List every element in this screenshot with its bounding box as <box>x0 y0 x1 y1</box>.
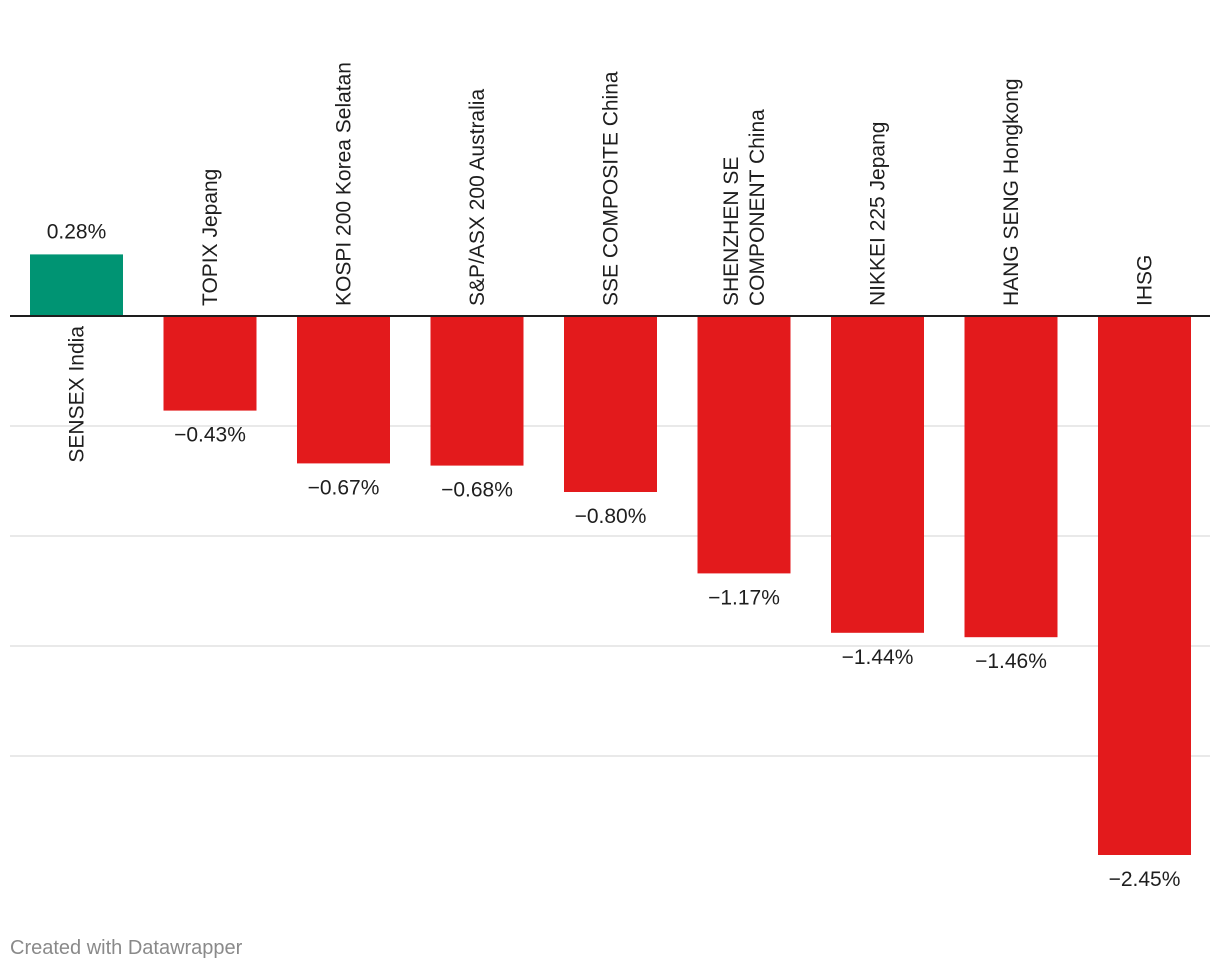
value-label: −0.80% <box>575 505 647 528</box>
bar <box>831 316 924 633</box>
bar <box>697 316 791 574</box>
labels: 0.28% SENSEX India −0.43% TOPIX Jepang −0.67… <box>47 62 1181 891</box>
value-label: −0.43% <box>174 424 246 447</box>
value-label: 0.28% <box>47 220 107 243</box>
category-label: SENSEX India <box>66 326 89 463</box>
bars <box>30 254 1191 855</box>
value-label: −2.45% <box>1109 868 1181 891</box>
category-label: NIKKEI 225 Jepang <box>867 122 890 306</box>
bar <box>964 316 1058 638</box>
bar <box>30 254 123 316</box>
bar <box>163 316 257 411</box>
bar-chart: 0.28% SENSEX India −0.43% TOPIX Jepang −0.67… <box>10 62 1210 891</box>
category-label: SHENZHEN SE <box>720 157 743 306</box>
value-label: −1.17% <box>708 586 780 609</box>
category-label: TOPIX Jepang <box>199 169 222 306</box>
category-label: HANG SENG Hongkong <box>1000 78 1023 306</box>
datawrapper-credit[interactable]: Created with Datawrapper <box>10 937 243 959</box>
bar <box>297 316 390 464</box>
value-label: −1.46% <box>975 650 1047 673</box>
value-label: −1.44% <box>842 646 914 669</box>
bar <box>564 316 657 492</box>
value-label: −0.68% <box>441 479 513 502</box>
value-label: −0.67% <box>308 476 380 499</box>
category-label: KOSPI 200 Korea Selatan <box>333 62 356 306</box>
category-label: IHSG <box>1134 255 1157 306</box>
bar <box>430 316 524 466</box>
category-label: S&P/ASX 200 Australia <box>466 89 489 306</box>
bar <box>1098 316 1191 855</box>
category-label: SSE COMPOSITE China <box>600 71 623 306</box>
category-label: COMPONENT China <box>746 109 769 306</box>
